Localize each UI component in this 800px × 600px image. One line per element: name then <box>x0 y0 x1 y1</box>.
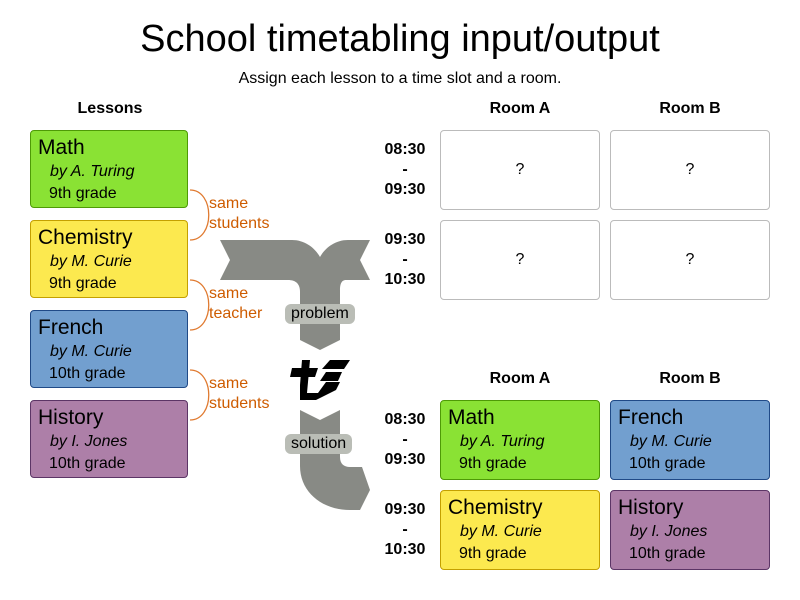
time-sep: - <box>402 431 408 448</box>
time-end: 10:30 <box>384 271 426 288</box>
time-end: 10:30 <box>384 541 426 558</box>
lesson-card-french: French by M. Curie 10th grade <box>30 310 188 388</box>
relation-brace <box>189 369 210 421</box>
lesson-card-math: Math by A. Turing 9th grade <box>30 130 188 208</box>
time-end: 09:30 <box>384 451 426 468</box>
lesson-subject: French <box>618 406 684 429</box>
unassigned-slot: ? <box>610 130 770 210</box>
lesson-subject: Chemistry <box>448 496 543 519</box>
problem-label: problem <box>285 304 355 324</box>
assigned-lesson-french: French by M. Curie 10th grade <box>610 400 770 480</box>
lesson-grade: 9th grade <box>459 455 527 472</box>
time-sep: - <box>402 251 408 268</box>
solution-label: solution <box>285 434 353 454</box>
subtitle: Assign each lesson to a time slot and a … <box>238 70 562 87</box>
assigned-lesson-chemistry: Chemistry by M. Curie 9th grade <box>440 490 600 570</box>
time-start: 09:30 <box>384 501 426 518</box>
lesson-teacher: by M. Curie <box>630 433 712 450</box>
lesson-teacher: by I. Jones <box>50 433 128 450</box>
lesson-teacher: by M. Curie <box>460 523 542 540</box>
lesson-card-history: History by I. Jones 10th grade <box>30 400 188 478</box>
lesson-teacher: by M. Curie <box>50 253 132 270</box>
relation-brace <box>189 279 210 331</box>
lessons-header: Lessons <box>77 100 143 117</box>
unassigned-slot: ? <box>440 130 600 210</box>
relation-text: same <box>209 285 249 302</box>
relation-label: same students <box>209 374 269 414</box>
assigned-lesson-math: Math by A. Turing 9th grade <box>440 400 600 480</box>
lesson-grade: 9th grade <box>49 275 117 292</box>
time-sep: - <box>402 521 408 538</box>
lesson-teacher: by M. Curie <box>50 343 132 360</box>
time-start: 08:30 <box>384 141 426 158</box>
lesson-teacher: by I. Jones <box>630 523 708 540</box>
assigned-lesson-history: History by I. Jones 10th grade <box>610 490 770 570</box>
relation-text: same <box>209 375 249 392</box>
lesson-subject: Math <box>38 136 85 159</box>
solution-arrow <box>300 410 370 510</box>
lesson-subject: Chemistry <box>38 226 133 249</box>
lesson-subject: French <box>38 316 104 339</box>
unassigned-slot: ? <box>610 220 770 300</box>
lesson-grade: 10th grade <box>49 455 126 472</box>
lesson-teacher: by A. Turing <box>460 433 545 450</box>
relation-brace <box>189 189 210 241</box>
room-header: Room B <box>659 370 721 387</box>
lesson-grade: 10th grade <box>629 455 706 472</box>
relation-text: same <box>209 195 249 212</box>
room-header: Room A <box>489 100 551 117</box>
lesson-teacher: by A. Turing <box>50 163 135 180</box>
room-header: Room B <box>659 100 721 117</box>
lesson-subject: History <box>618 496 684 519</box>
lesson-card-chemistry: Chemistry by M. Curie 9th grade <box>30 220 188 298</box>
time-end: 09:30 <box>384 181 426 198</box>
lesson-grade: 10th grade <box>49 365 126 382</box>
optaplanner-logo-icon <box>290 360 350 400</box>
unassigned-slot: ? <box>440 220 600 300</box>
page-title: School timetabling input/output <box>140 18 660 60</box>
time-sep: - <box>402 161 408 178</box>
lesson-subject: History <box>38 406 104 429</box>
relation-label: same students <box>209 194 269 234</box>
lesson-grade: 9th grade <box>459 545 527 562</box>
lesson-grade: 10th grade <box>629 545 706 562</box>
lesson-subject: Math <box>448 406 495 429</box>
time-start: 09:30 <box>384 231 426 248</box>
timeslot-label: 09:30 - 10:30 <box>380 500 430 560</box>
timeslot-label: 09:30 - 10:30 <box>380 230 430 290</box>
timeslot-label: 08:30 - 09:30 <box>380 410 430 470</box>
lesson-grade: 9th grade <box>49 185 117 202</box>
room-header: Room A <box>489 370 551 387</box>
relation-label: same teacher <box>209 284 262 324</box>
timeslot-label: 08:30 - 09:30 <box>380 140 430 200</box>
time-start: 08:30 <box>384 411 426 428</box>
relation-text: students <box>209 395 270 412</box>
relation-text: students <box>209 215 270 232</box>
relation-text: teacher <box>209 305 263 322</box>
